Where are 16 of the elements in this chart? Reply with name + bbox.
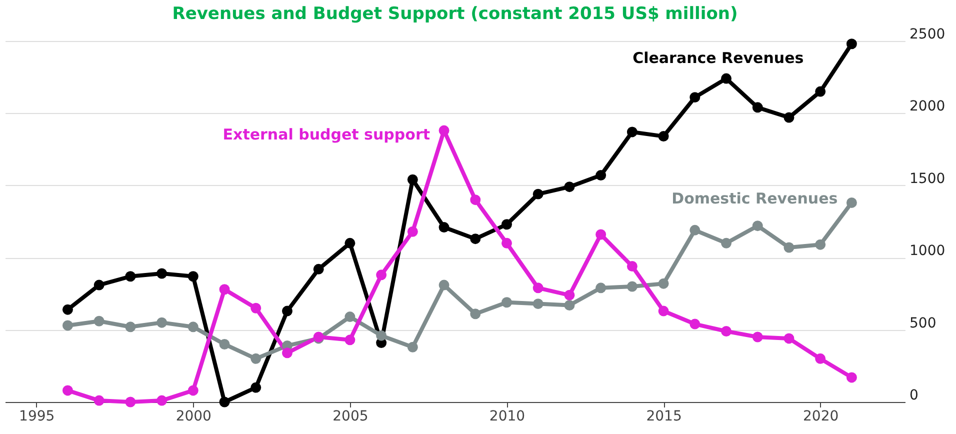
y-tick-label: 0 [910, 388, 918, 404]
x-tick-label: 2010 [489, 408, 526, 424]
x-tick-label: 2005 [332, 408, 368, 424]
chart-title: Revenues and Budget Support (constant 2015 US$ million) [172, 4, 738, 24]
series-label: Clearance Revenues [632, 48, 804, 67]
y-tick-label: 2500 [910, 26, 946, 42]
series-label: Domestic Revenues [672, 190, 838, 208]
y-tick-label: 500 [910, 315, 936, 332]
x-tick-label: 2000 [176, 408, 212, 424]
y-tick-label: 1000 [910, 243, 946, 260]
series-label: External budget support [222, 126, 430, 144]
x-tick-label: 2015 [646, 408, 682, 424]
y-tick-label: 2000 [910, 98, 946, 115]
x-tick-label: 1995 [19, 408, 55, 424]
x-tick-label: 2020 [803, 408, 839, 424]
y-tick-label: 1500 [910, 170, 946, 187]
